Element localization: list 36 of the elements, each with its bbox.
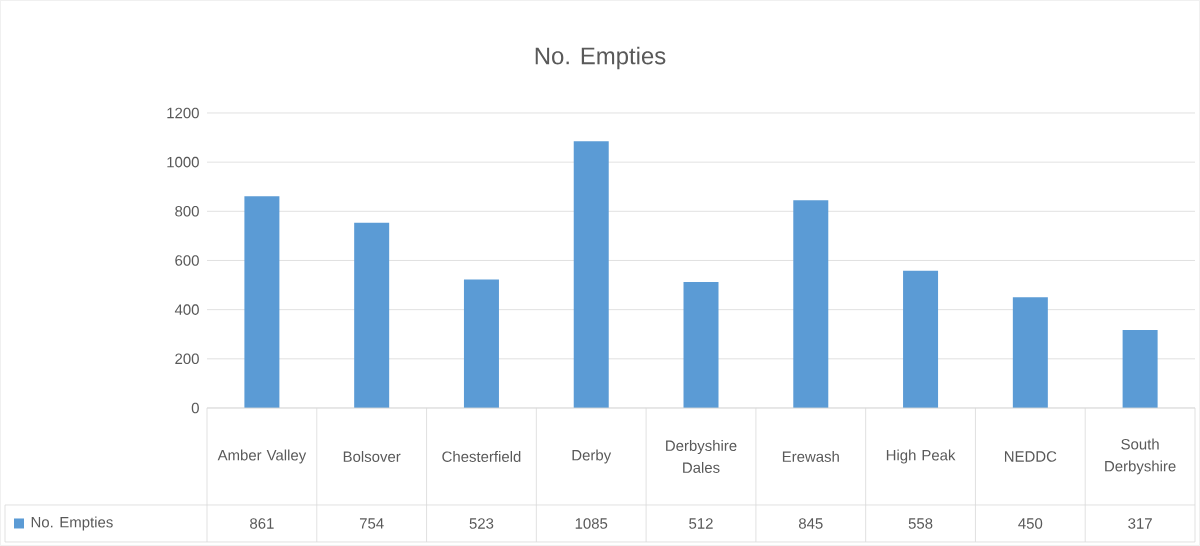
y-tick-label: 0: [191, 402, 199, 414]
data-label: 450: [1018, 518, 1043, 529]
x-tick-label: Amber Valley: [217, 449, 307, 464]
x-tick-label: Bolsover: [343, 451, 401, 462]
data-label: 1085: [575, 518, 608, 529]
bar: [793, 200, 829, 408]
bar: [354, 222, 390, 408]
x-tick-label: Chesterfield: [442, 451, 521, 462]
y-tick-label: 800: [175, 206, 199, 217]
x-tick-label: South Derbyshire: [1105, 438, 1176, 475]
bar: [573, 141, 609, 408]
y-tick-label: 1200: [167, 107, 199, 119]
data-label: 523: [469, 518, 494, 529]
x-tick-label: Erewash: [782, 451, 839, 462]
chart-title: No. Empties: [535, 46, 666, 70]
legend-label: No. Empties: [31, 516, 113, 531]
y-tick-label: 1000: [167, 156, 199, 168]
y-tick-label: 600: [175, 255, 199, 266]
data-label: 754: [359, 518, 384, 529]
data-label: 845: [798, 518, 823, 529]
y-tick-label: 400: [174, 304, 199, 315]
x-tick-label: High Peak: [886, 449, 956, 464]
bar: [1012, 297, 1048, 408]
bar: [244, 196, 280, 408]
x-tick-label: NEDDC: [1004, 451, 1057, 462]
bar: [1122, 330, 1158, 408]
data-label: 558: [908, 518, 933, 529]
data-label: 512: [689, 518, 713, 529]
x-tick-label: Derby: [572, 449, 612, 464]
y-tick-label: 200: [175, 353, 199, 365]
bar: [463, 279, 499, 408]
bar: [903, 270, 939, 408]
data-label: 317: [1128, 518, 1152, 529]
bar: [683, 282, 719, 408]
data-label: 861: [250, 518, 274, 529]
x-tick-label: Derbyshire Dales: [666, 440, 737, 473]
